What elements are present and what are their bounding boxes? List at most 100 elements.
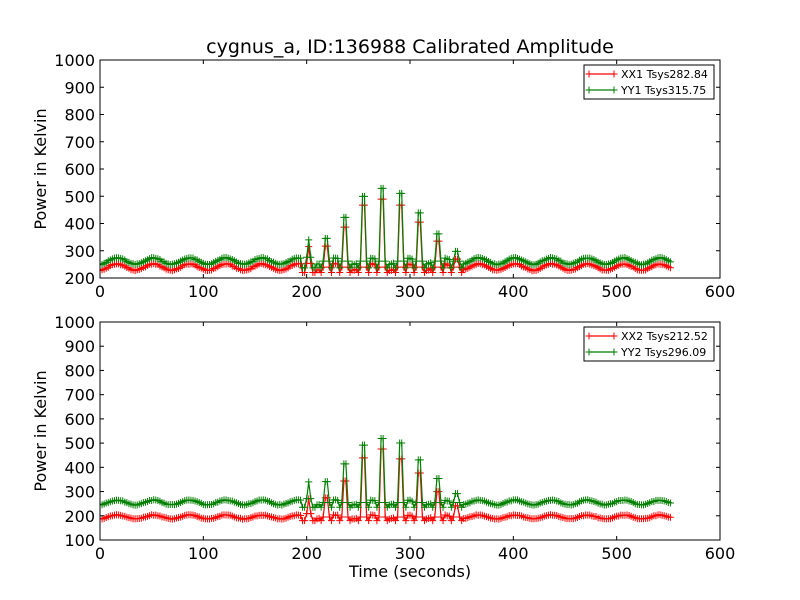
data-point (317, 503, 325, 511)
data-point (365, 517, 373, 525)
series-line (100, 187, 671, 271)
data-point (458, 264, 466, 272)
data-point (375, 498, 383, 506)
legend: XX2 Tsys212.52 YY2 Tsys296.09 (583, 326, 715, 362)
data-point (418, 498, 426, 506)
data-point (402, 503, 410, 511)
data-point (296, 254, 304, 262)
data-point (398, 189, 406, 197)
data-point (429, 517, 437, 525)
data-point (375, 513, 383, 521)
data-point (338, 513, 346, 521)
legend-marker (585, 332, 593, 340)
data-point (456, 498, 464, 506)
data-point (394, 257, 402, 265)
data-point (439, 503, 447, 511)
data-point (389, 259, 397, 267)
data-point (325, 498, 333, 506)
data-point (381, 257, 389, 265)
data-point (447, 264, 455, 272)
data-point (449, 257, 457, 265)
data-point (354, 264, 362, 272)
data-point (354, 503, 362, 511)
data-point (445, 512, 453, 520)
x-tick-label: 400 (498, 282, 529, 301)
data-point (454, 490, 462, 498)
data-point (435, 230, 443, 238)
data-point (336, 503, 344, 511)
data-point (373, 264, 381, 272)
data-point (394, 513, 402, 521)
x-tick-label: 200 (291, 282, 322, 301)
legend-label: XX1 Tsys282.84 (621, 68, 708, 81)
data-point (317, 517, 325, 525)
data-point (334, 511, 342, 519)
series-markers (100, 435, 674, 511)
data-point (373, 503, 381, 511)
x-axis-label: Time (seconds) (348, 562, 471, 581)
chart-title: cygnus_a, ID:136988 Calibrated Amplitude (206, 36, 614, 58)
data-point (342, 213, 350, 221)
data-point (356, 498, 364, 506)
series-markers (100, 445, 674, 525)
data-point (325, 513, 333, 521)
data-point (392, 517, 400, 525)
data-point (437, 498, 445, 506)
data-point (356, 257, 364, 265)
data-point (305, 478, 313, 486)
data-point (375, 257, 383, 265)
data-point (379, 184, 387, 192)
legend-marker (610, 86, 618, 94)
data-point (398, 439, 406, 447)
data-point (344, 513, 352, 521)
y-tick-label: 600 (64, 410, 95, 429)
data-point (327, 517, 335, 525)
data-point (408, 512, 416, 520)
data-point (437, 513, 445, 521)
series-markers (100, 184, 674, 272)
data-point (352, 260, 360, 268)
data-point (319, 257, 327, 265)
data-point (666, 258, 674, 266)
x-tick-label: 100 (188, 544, 219, 563)
data-point (447, 517, 455, 525)
data-point (394, 498, 402, 506)
data-point (319, 498, 327, 506)
data-point (346, 264, 354, 272)
data-point (296, 496, 304, 504)
data-point (365, 264, 373, 272)
y-tick-label: 300 (64, 483, 95, 502)
data-point (327, 264, 335, 272)
data-point (427, 259, 435, 267)
data-point (666, 513, 674, 521)
data-point (400, 257, 408, 265)
y-tick-label: 900 (64, 337, 95, 356)
legend-label: YY2 Tsys296.09 (620, 346, 706, 359)
data-point (410, 503, 418, 511)
legend-marker (585, 348, 593, 356)
data-point (373, 517, 381, 525)
y-tick-label: 400 (64, 458, 95, 477)
y-tick-label: 500 (64, 187, 95, 206)
data-point (412, 498, 420, 506)
data-point (311, 264, 319, 272)
legend-marker (610, 348, 618, 356)
data-point (334, 254, 342, 262)
y-tick-label: 900 (64, 78, 95, 97)
data-point (445, 497, 453, 505)
data-point (418, 513, 426, 521)
x-tick-label: 100 (188, 282, 219, 301)
legend-marker (585, 70, 593, 78)
data-point (307, 510, 315, 518)
chart-panel-1: 0 100 200 300 400 500 600 200 300 400 500 600 700 800… (31, 51, 735, 301)
data-point (381, 513, 389, 521)
x-tick-label: 200 (291, 544, 322, 563)
y-tick-label: 500 (64, 434, 95, 453)
data-point (400, 513, 408, 521)
data-point (431, 513, 439, 521)
data-point (400, 498, 408, 506)
y-tick-label: 700 (64, 386, 95, 405)
data-point (361, 441, 369, 449)
data-point (456, 257, 464, 265)
chart-panel-2: 0 100 200 300 400 500 600100200300400500600700… (31, 313, 735, 581)
